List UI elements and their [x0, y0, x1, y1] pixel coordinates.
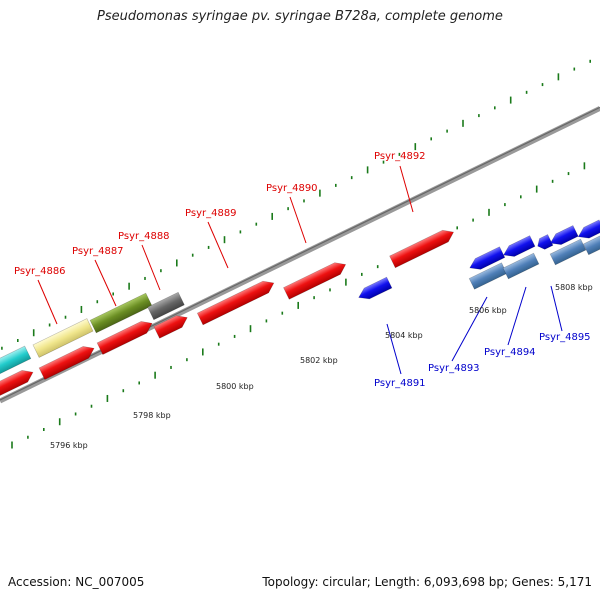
scale-label: 5800 kbp — [216, 382, 254, 391]
gene-reverse[interactable] — [356, 276, 393, 303]
label-leaders — [37, 165, 563, 375]
feature-steel[interactable] — [582, 234, 600, 256]
gene-label-forward[interactable]: Psyr_4888 — [118, 231, 170, 242]
feature-gray[interactable] — [147, 291, 185, 321]
genome-stats-text: Topology: circular; Length: 6,093,698 bp… — [262, 575, 592, 589]
gene-label-forward[interactable]: Psyr_4890 — [266, 183, 318, 194]
gene-label-reverse[interactable]: Psyr_4893 — [428, 363, 480, 374]
label-leader — [399, 165, 414, 213]
gene-reverse[interactable] — [535, 234, 554, 252]
gene-forward[interactable] — [196, 277, 276, 326]
gene-reverse[interactable] — [501, 235, 536, 261]
backbone-line — [0, 106, 600, 404]
gene-forward[interactable] — [0, 366, 36, 397]
gene-reverse[interactable] — [548, 225, 579, 248]
gene-forward[interactable] — [96, 317, 155, 355]
gene-features — [0, 219, 600, 397]
label-leader — [289, 196, 307, 244]
scale-label: 5806 kbp — [469, 306, 507, 315]
backbone-edge — [0, 106, 600, 401]
scale-label: 5796 kbp — [50, 441, 88, 450]
feature-cyan[interactable] — [0, 345, 32, 379]
gene-forward[interactable] — [153, 312, 190, 339]
tick-marks — [1, 59, 592, 449]
label-leader — [141, 244, 161, 291]
label-leader — [550, 285, 563, 332]
gene-forward[interactable] — [283, 259, 348, 300]
genome-backbone — [0, 106, 600, 404]
scale-label: 5798 kbp — [133, 411, 171, 420]
scale-label: 5808 kbp — [555, 283, 593, 292]
gene-label-forward[interactable]: Psyr_4887 — [72, 246, 124, 257]
gene-reverse[interactable] — [467, 246, 506, 274]
scale-label: 5804 kbp — [385, 331, 423, 340]
gene-forward[interactable] — [389, 226, 457, 269]
gene-label-reverse[interactable]: Psyr_4894 — [484, 347, 536, 358]
label-leader — [94, 259, 117, 307]
scale-labels: 5796 kbp 5798 kbp 5800 kbp 5802 kbp 5804 kbp… — [50, 283, 593, 450]
gene-label-forward[interactable]: Psyr_4889 — [185, 208, 237, 219]
label-leader — [507, 286, 527, 346]
label-leader — [207, 221, 229, 269]
label-leader — [451, 296, 488, 362]
gene-label-forward[interactable]: Psyr_4892 — [374, 151, 426, 162]
gene-reverse[interactable] — [576, 219, 600, 242]
accession-text: Accession: NC_007005 — [8, 575, 145, 589]
feature-steel[interactable] — [549, 238, 587, 266]
gene-labels: Psyr_4886 Psyr_4887 Psyr_4888 Psyr_4889 Psyr… — [14, 151, 591, 389]
label-leader — [386, 323, 402, 375]
scale-label: 5802 kbp — [300, 356, 338, 365]
feature-steel[interactable] — [502, 252, 540, 280]
map-title: Pseudomonas syringae pv. syringae B728a,… — [97, 9, 503, 24]
gene-label-forward[interactable]: Psyr_4886 — [14, 266, 66, 277]
gene-label-reverse[interactable]: Psyr_4895 — [539, 332, 591, 343]
gene-forward[interactable] — [38, 342, 97, 380]
label-leader — [37, 279, 58, 325]
gene-label-reverse[interactable]: Psyr_4891 — [374, 378, 426, 389]
feature-khaki[interactable] — [32, 318, 94, 358]
